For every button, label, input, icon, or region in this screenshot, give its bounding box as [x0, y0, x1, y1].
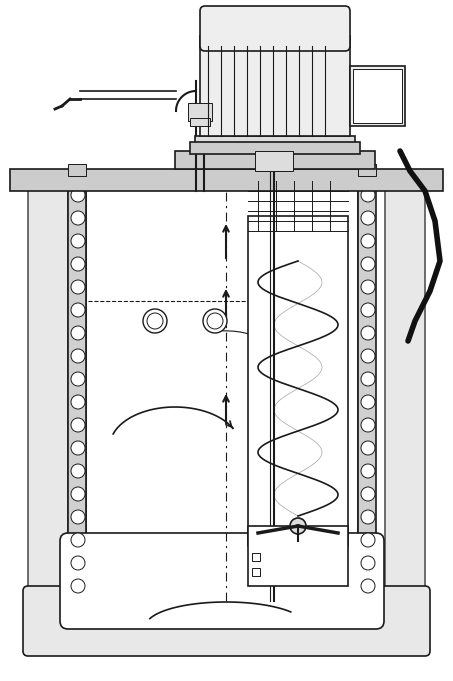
- Circle shape: [147, 313, 163, 329]
- Bar: [175, 151, 375, 169]
- Bar: [28, 188, 68, 618]
- Bar: [385, 188, 425, 618]
- Circle shape: [143, 309, 167, 333]
- Circle shape: [71, 188, 85, 202]
- Circle shape: [71, 510, 85, 524]
- Bar: [86, 171, 358, 601]
- Bar: [188, 103, 212, 121]
- Bar: [358, 171, 376, 601]
- Circle shape: [71, 487, 85, 501]
- FancyBboxPatch shape: [23, 586, 430, 656]
- Circle shape: [361, 510, 375, 524]
- Circle shape: [361, 280, 375, 294]
- Circle shape: [361, 441, 375, 455]
- Circle shape: [361, 211, 375, 225]
- Circle shape: [71, 234, 85, 248]
- Circle shape: [71, 211, 85, 225]
- Bar: [385, 188, 425, 618]
- FancyBboxPatch shape: [200, 6, 350, 51]
- Circle shape: [71, 579, 85, 593]
- Circle shape: [361, 464, 375, 478]
- Circle shape: [71, 372, 85, 386]
- Circle shape: [71, 349, 85, 363]
- Circle shape: [361, 487, 375, 501]
- Circle shape: [361, 533, 375, 547]
- Circle shape: [361, 188, 375, 202]
- Bar: [358, 164, 376, 176]
- Bar: [248, 216, 348, 546]
- Circle shape: [290, 518, 306, 534]
- Circle shape: [71, 533, 85, 547]
- Circle shape: [71, 418, 85, 432]
- Circle shape: [71, 556, 85, 570]
- Circle shape: [203, 309, 227, 333]
- Bar: [28, 188, 68, 618]
- Bar: [190, 142, 360, 154]
- Circle shape: [71, 326, 85, 340]
- Bar: [252, 568, 260, 576]
- Bar: [248, 526, 348, 586]
- Circle shape: [71, 395, 85, 409]
- Bar: [68, 171, 86, 601]
- Circle shape: [361, 372, 375, 386]
- Bar: [68, 164, 86, 176]
- Bar: [255, 151, 293, 171]
- Circle shape: [361, 395, 375, 409]
- Bar: [190, 118, 210, 126]
- Bar: [200, 36, 350, 136]
- Circle shape: [361, 326, 375, 340]
- Bar: [252, 553, 260, 561]
- Circle shape: [71, 257, 85, 271]
- Circle shape: [207, 313, 223, 329]
- Circle shape: [361, 234, 375, 248]
- Bar: [175, 151, 375, 169]
- Circle shape: [361, 556, 375, 570]
- Circle shape: [71, 280, 85, 294]
- Bar: [195, 136, 355, 151]
- Bar: [28, 596, 425, 651]
- Bar: [353, 69, 402, 123]
- Circle shape: [361, 349, 375, 363]
- Circle shape: [361, 303, 375, 317]
- Bar: [350, 66, 405, 126]
- Circle shape: [361, 579, 375, 593]
- Bar: [10, 169, 443, 191]
- Circle shape: [71, 303, 85, 317]
- Circle shape: [71, 441, 85, 455]
- Circle shape: [71, 464, 85, 478]
- Circle shape: [361, 257, 375, 271]
- Bar: [10, 169, 443, 191]
- FancyBboxPatch shape: [60, 533, 384, 629]
- Circle shape: [361, 418, 375, 432]
